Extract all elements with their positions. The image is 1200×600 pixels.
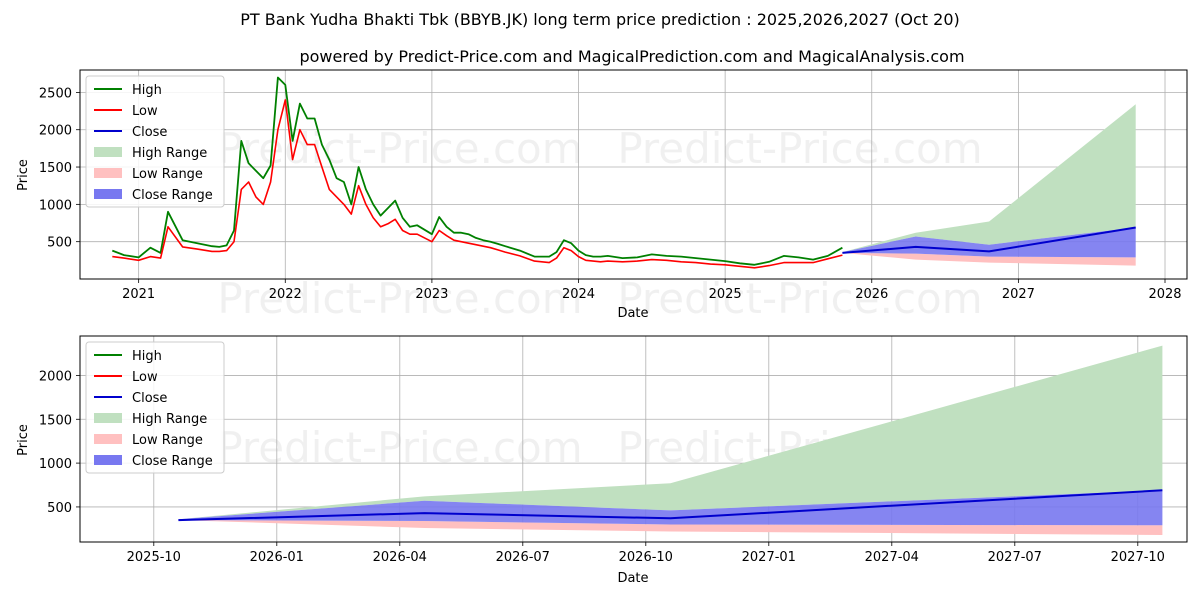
legend-low-range-swatch	[94, 434, 122, 444]
x-tick-label: 2027-01	[742, 550, 796, 565]
close-range-band	[842, 227, 1136, 258]
x-tick-label: 2025-10	[127, 550, 181, 565]
plot-frame	[79, 69, 1188, 280]
high-range-band	[842, 104, 1136, 253]
watermark-text: Predict-Price.com	[217, 274, 582, 323]
close-forecast-line	[842, 226, 1136, 254]
y-tick-label: 2000	[39, 124, 72, 139]
chart-subtitle: powered by Predict-Price.com and Magical…	[299, 47, 964, 66]
x-axis-label: Date	[617, 571, 648, 586]
legend-low-label: Low	[132, 104, 158, 119]
legend-close-label: Close	[132, 125, 167, 140]
history-panel: Predict-Price.com Predict-Price.com Pred…	[16, 69, 1188, 323]
y-tick-label: 2500	[39, 86, 72, 101]
x-axis-label: Date	[617, 306, 648, 321]
x-tick-label: 2025	[709, 287, 742, 302]
x-tick-label: 2022	[269, 287, 302, 302]
close-forecast-line	[178, 489, 1163, 522]
watermark-text: Predict-Price.com	[617, 274, 982, 323]
y-tick-label: 2000	[39, 369, 72, 384]
legend-close-range-swatch	[94, 189, 122, 199]
low-price-line	[112, 99, 843, 269]
x-tick-label: 2028	[1148, 287, 1181, 302]
high-price-line	[111, 76, 843, 266]
legend-close-label: Close	[132, 391, 167, 406]
high-range-band	[178, 345, 1163, 520]
x-tick-label: 2026-04	[373, 550, 427, 565]
x-tick-label: 2026-01	[250, 550, 304, 565]
legend-high-range-swatch	[94, 413, 122, 423]
legend-high-range-swatch	[94, 147, 122, 157]
legend: High Low Close High Range Low Range Close Ran…	[85, 341, 225, 474]
y-axis-label: Price	[16, 424, 31, 456]
y-tick-label: 500	[47, 501, 72, 516]
chart-title: PT Bank Yudha Bhakti Tbk (BBYB.JK) long …	[240, 10, 959, 29]
legend-low-range-label: Low Range	[132, 433, 203, 448]
y-tick-label: 1000	[39, 198, 72, 213]
y-tick-label: 1500	[39, 161, 72, 176]
y-axis-label: Price	[16, 159, 31, 191]
x-tick-label: 2024	[562, 287, 595, 302]
legend-close-range-label: Close Range	[132, 454, 213, 469]
close-range-band	[178, 490, 1163, 526]
legend-high-range-label: High Range	[132, 412, 207, 427]
x-tick-label: 2027	[1002, 287, 1035, 302]
forecast-panel: Predict-Price.com Predict-Price.com 2025…	[16, 335, 1188, 586]
legend-close-range-label: Close Range	[132, 188, 213, 203]
x-tick-label: 2026-10	[619, 550, 673, 565]
x-tick-label: 2023	[415, 287, 448, 302]
x-tick-label: 2027-04	[865, 550, 919, 565]
legend-high-range-label: High Range	[132, 146, 207, 161]
x-tick-label: 2021	[122, 287, 155, 302]
y-tick-label: 500	[47, 236, 72, 251]
legend-low-range-label: Low Range	[132, 167, 203, 182]
legend-close-range-swatch	[94, 455, 122, 465]
legend-low-label: Low	[132, 370, 158, 385]
x-tick-label: 2026-07	[496, 550, 550, 565]
legend-high-label: High	[132, 83, 162, 98]
low-range-band	[842, 252, 1136, 266]
y-tick-label: 1500	[39, 413, 72, 428]
x-tick-label: 2027-10	[1111, 550, 1165, 565]
plot-frame	[79, 335, 1188, 543]
y-tick-label: 1000	[39, 457, 72, 472]
x-tick-label: 2026	[855, 287, 888, 302]
legend-high-label: High	[132, 349, 162, 364]
low-range-band	[178, 520, 1163, 535]
watermark-text: Predict-Price.com	[617, 124, 982, 173]
x-tick-label: 2027-07	[988, 550, 1042, 565]
legend: High Low Close High Range Low Range Close Ran…	[85, 75, 225, 208]
legend-low-range-swatch	[94, 168, 122, 178]
